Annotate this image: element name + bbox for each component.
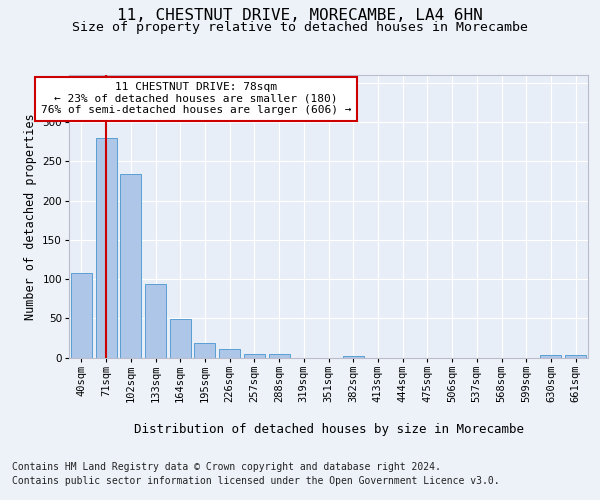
Text: 11, CHESTNUT DRIVE, MORECAMBE, LA4 6HN: 11, CHESTNUT DRIVE, MORECAMBE, LA4 6HN — [117, 8, 483, 22]
Bar — [244, 354, 265, 358]
Text: Contains public sector information licensed under the Open Government Licence v3: Contains public sector information licen… — [12, 476, 500, 486]
Bar — [565, 355, 586, 358]
Bar — [71, 273, 92, 357]
Bar — [269, 354, 290, 358]
Bar — [95, 138, 116, 358]
Bar — [120, 174, 141, 358]
Text: Contains HM Land Registry data © Crown copyright and database right 2024.: Contains HM Land Registry data © Crown c… — [12, 462, 441, 472]
Text: Distribution of detached houses by size in Morecambe: Distribution of detached houses by size … — [134, 422, 524, 436]
Bar — [145, 284, 166, 358]
Bar — [219, 349, 240, 358]
Bar — [343, 356, 364, 358]
Y-axis label: Number of detached properties: Number of detached properties — [24, 113, 37, 320]
Bar — [170, 319, 191, 358]
Text: Size of property relative to detached houses in Morecambe: Size of property relative to detached ho… — [72, 21, 528, 34]
Bar — [194, 344, 215, 357]
Bar — [541, 355, 562, 358]
Text: 11 CHESTNUT DRIVE: 78sqm
← 23% of detached houses are smaller (180)
76% of semi-: 11 CHESTNUT DRIVE: 78sqm ← 23% of detach… — [41, 82, 352, 116]
